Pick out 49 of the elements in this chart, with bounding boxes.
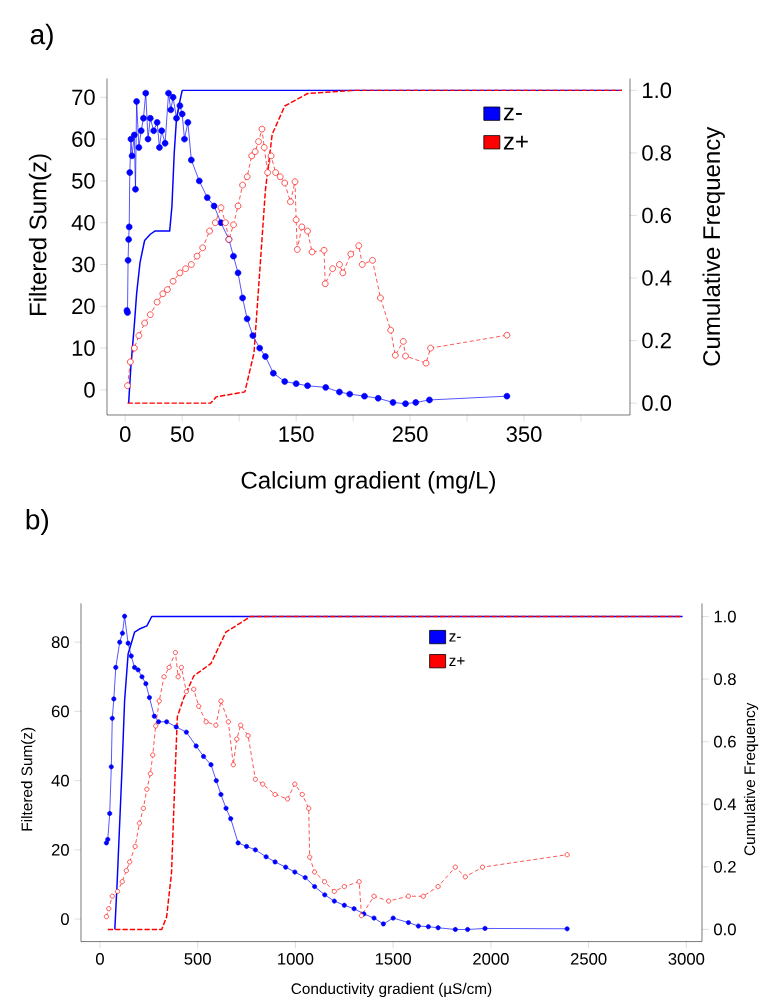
y2-axis-title: Cumulative Frequency (702, 126, 725, 366)
x-tick-label: 0 (119, 426, 131, 442)
x-tick-label: 50 (170, 426, 194, 442)
y2-tick-label: 0.0 (642, 395, 672, 411)
y-tick-label: 70 (72, 89, 95, 106)
y2-tick-label: 0.4 (714, 798, 737, 811)
legend-label: z- (449, 633, 461, 642)
x-tick-label: 500 (184, 952, 211, 965)
y-tick-label: 60 (51, 705, 69, 718)
y-tick-label: 30 (71, 256, 95, 273)
y2-tick-label: 1.0 (643, 82, 672, 99)
x-tick-label: 1000 (278, 952, 314, 965)
y2-axis-title: Cumulative Frequency (743, 702, 759, 856)
y-axis-title: Filtered Sum(z) (21, 727, 36, 831)
y-tick-label: 20 (51, 843, 69, 856)
legend-label: z+ (449, 657, 465, 666)
chart-title: a) (30, 23, 53, 50)
x-tick-label: 0 (95, 952, 104, 965)
y-axis-title: Filtered Sum(z) (28, 154, 52, 316)
y2-tick-label: 0.2 (714, 860, 736, 873)
legend-label: z- (503, 107, 522, 121)
y2-tick-label: 1.0 (714, 610, 736, 623)
y2-tick-label: 0.2 (642, 332, 671, 349)
y2-tick-label: 0.6 (642, 207, 671, 224)
y-tick-label: 40 (71, 214, 95, 231)
x-tick-label: 2500 (570, 952, 607, 965)
x-axis-title: Calcium gradient (mg/L) (241, 471, 495, 494)
y2-tick-label: 0.8 (642, 145, 671, 161)
y-tick-label: 20 (72, 298, 95, 315)
y-tick-label: 0 (84, 382, 95, 398)
y-tick-label: 0 (61, 913, 69, 925)
x-tick-label: 3000 (668, 952, 705, 965)
x-tick-label: 150 (279, 426, 314, 442)
y-tick-label: 10 (72, 340, 95, 356)
x-tick-label: 1500 (375, 952, 412, 965)
y-tick-label: 50 (72, 173, 95, 189)
y2-tick-label: 0.6 (714, 735, 736, 748)
x-tick-label: 250 (392, 426, 428, 442)
y-tick-label: 60 (72, 131, 95, 147)
x-tick-label: 350 (506, 426, 542, 442)
legend-label: z+ (503, 135, 528, 150)
y-tick-label: 80 (51, 636, 69, 649)
y2-tick-label: 0.4 (642, 270, 672, 286)
x-axis-title: Conductivity gradient (µS/cm) (291, 982, 492, 998)
x-tick-label: 2000 (473, 952, 509, 965)
y2-tick-label: 0.0 (714, 923, 736, 936)
y2-tick-label: 0.8 (714, 673, 736, 686)
chart-title: b) (26, 508, 49, 536)
y-tick-label: 40 (51, 774, 69, 787)
